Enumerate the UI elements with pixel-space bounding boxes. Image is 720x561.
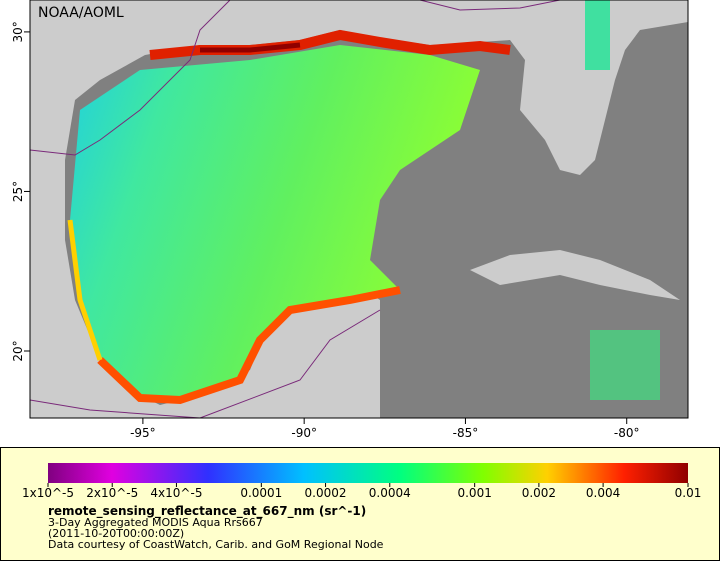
- coastal-high: [97, 286, 401, 405]
- caribbean-data: [590, 330, 660, 400]
- colorbar-tick-label: 0.002: [522, 486, 556, 500]
- y-tick-label: 20°: [11, 340, 25, 361]
- map: [30, 0, 688, 418]
- border: [30, 0, 231, 156]
- colorbar-title: remote_sensing_reflectance_at_667_nm (sr…: [48, 504, 366, 519]
- x-tick-label: -90°: [291, 426, 317, 440]
- map-frame: [29, 0, 689, 419]
- colorbar-tick-label: 0.0001: [240, 486, 282, 500]
- colorbar-tick-label: 2x10^-5: [86, 486, 138, 500]
- coastal-high: [67, 219, 103, 361]
- y-tick-label: 25°: [11, 181, 25, 202]
- colorbar: [48, 463, 688, 483]
- colorbar-tick-label: 0.0002: [305, 486, 347, 500]
- info-line: Data courtesy of CoastWatch, Carib. and …: [48, 538, 384, 551]
- colorbar-tick-label: 0.01: [675, 486, 702, 500]
- x-tick-label: -85°: [453, 426, 479, 440]
- atlantic-data: [585, 0, 610, 70]
- colorbar-tick-label: 0.004: [586, 486, 620, 500]
- border: [419, 0, 561, 11]
- colorbar-tick-label: 0.001: [457, 486, 491, 500]
- y-tick-label: 30°: [11, 21, 25, 42]
- cuba: [470, 250, 680, 300]
- data-coverage: [70, 45, 480, 400]
- x-tick-label: -95°: [130, 426, 156, 440]
- colorbar-tick-label: 1x10^-5: [22, 486, 74, 500]
- border: [30, 309, 381, 418]
- colorbar-tick-label: 0.0004: [369, 486, 411, 500]
- info-line: (2011-10-20T00:00:00Z): [48, 527, 184, 540]
- x-tick-label: -80°: [614, 426, 640, 440]
- credit: NOAA/AOML: [38, 5, 124, 21]
- coastal-high: [200, 42, 301, 53]
- info-line: 3-Day Aggregated MODIS Aqua Rrs667: [48, 516, 263, 529]
- colorbar-tick-label: 4x10^-5: [150, 486, 202, 500]
